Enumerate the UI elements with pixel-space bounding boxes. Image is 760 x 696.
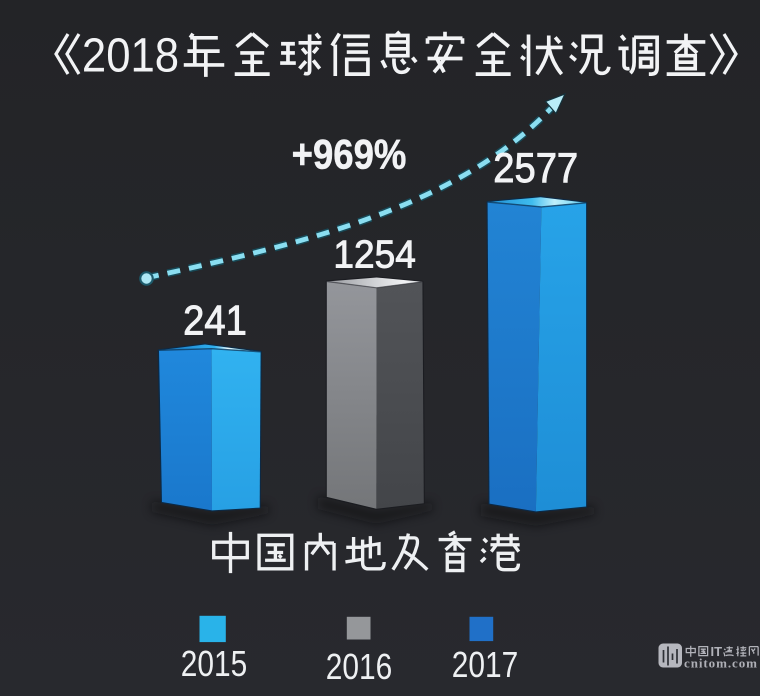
- svg-text:2015: 2015: [181, 644, 247, 684]
- svg-text:IT: IT: [711, 644, 723, 659]
- svg-text:cnitom.com: cnitom.com: [684, 656, 757, 671]
- svg-text:2018: 2018: [82, 28, 179, 82]
- svg-text:2577: 2577: [493, 146, 578, 192]
- svg-text:1254: 1254: [333, 234, 415, 277]
- svg-text:+969%: +969%: [292, 131, 407, 178]
- svg-text:2016: 2016: [326, 647, 392, 687]
- svg-text:2017: 2017: [452, 645, 518, 685]
- svg-text:241: 241: [183, 297, 247, 344]
